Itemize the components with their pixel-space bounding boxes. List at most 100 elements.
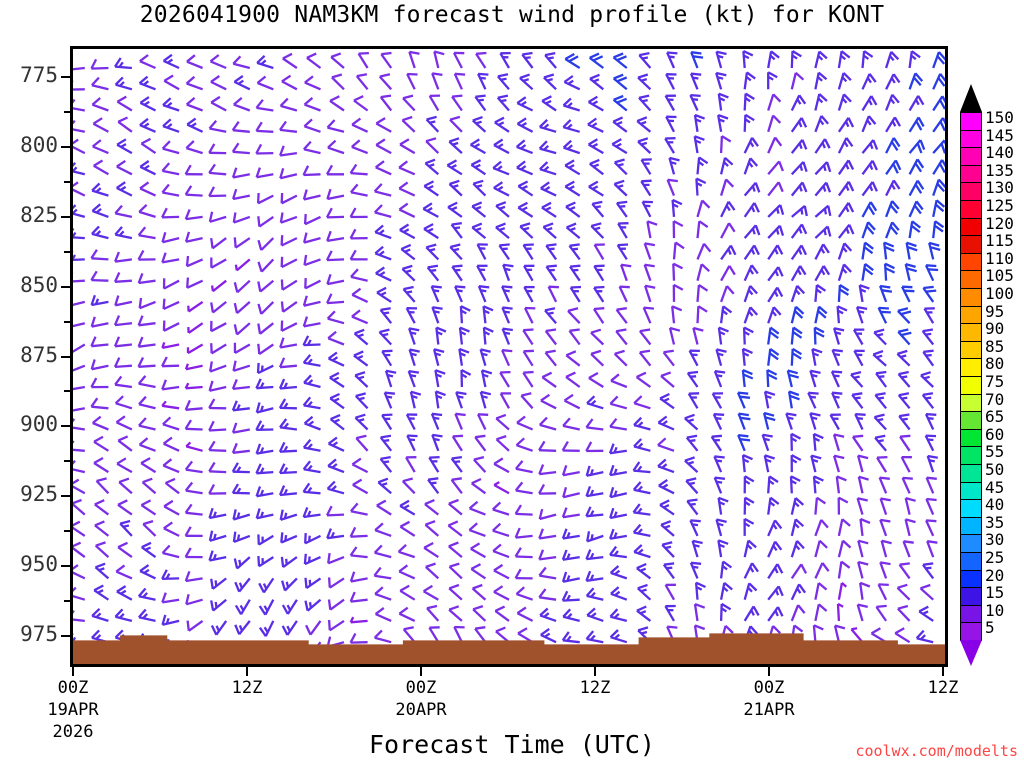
wind-barb <box>280 235 298 247</box>
colorbar-under-arrow <box>960 640 982 666</box>
wind-barb <box>117 435 133 452</box>
wind-barb <box>470 159 487 176</box>
colorbar-segment <box>960 340 982 360</box>
wind-barb <box>814 181 832 197</box>
wind-barb <box>564 52 581 69</box>
wind-barb <box>814 496 827 515</box>
wind-barb <box>717 114 729 132</box>
colorbar-segment <box>960 217 982 237</box>
wind-barb <box>632 523 651 538</box>
wind-barb <box>885 159 902 175</box>
wind-barb <box>331 73 345 91</box>
wind-barb <box>185 97 204 112</box>
wind-barb <box>541 95 557 112</box>
wind-barb <box>402 94 416 112</box>
wind-barb <box>280 577 298 592</box>
wind-barb <box>790 139 808 154</box>
wind-barb <box>661 541 675 558</box>
wind-barb <box>327 577 345 589</box>
wind-barb <box>258 620 275 637</box>
wind-barb <box>161 252 180 264</box>
wind-barb <box>790 604 806 622</box>
wind-barb <box>351 139 369 155</box>
wind-barb <box>114 608 133 623</box>
wind-barb <box>185 255 204 268</box>
y-tick-label: 800 <box>20 132 58 157</box>
wind-barb <box>303 374 321 389</box>
wind-barb <box>114 629 133 644</box>
wind-barb <box>618 285 630 303</box>
wind-barb <box>617 222 629 239</box>
wind-barb <box>255 121 274 133</box>
watermark-link[interactable]: coolwx.com/modelts <box>855 742 1018 760</box>
wind-barb <box>861 73 877 90</box>
wind-barb <box>350 502 368 516</box>
wind-barb <box>351 117 369 133</box>
wind-barb <box>428 455 440 473</box>
wind-barb <box>255 167 274 179</box>
wind-barb <box>494 116 510 133</box>
colorbar-tick-label: 105 <box>985 266 1014 286</box>
wind-barb <box>231 121 250 133</box>
wind-barb <box>281 620 298 636</box>
wind-barb <box>668 156 680 175</box>
wind-barb <box>113 272 132 283</box>
wind-barb <box>790 518 805 537</box>
wind-barb <box>140 499 157 516</box>
wind-barb <box>877 306 891 324</box>
wind-barb <box>302 316 321 328</box>
wind-barb <box>278 398 297 410</box>
wind-barb <box>452 51 465 69</box>
y-tick-mark <box>61 495 70 498</box>
wind-barb <box>521 51 534 69</box>
wind-barb <box>233 342 251 354</box>
wind-barb <box>304 533 322 545</box>
wind-barb <box>408 348 420 367</box>
wind-barb <box>139 54 156 70</box>
wind-barb <box>609 629 628 644</box>
wind-barb <box>689 93 701 111</box>
wind-barb <box>279 120 298 133</box>
wind-barb <box>613 349 628 367</box>
wind-barb <box>632 461 651 474</box>
wind-barb <box>163 521 180 537</box>
wind-barb <box>717 496 729 515</box>
wind-barb <box>351 287 369 303</box>
wind-barb <box>451 94 463 112</box>
wind-barb <box>814 582 828 600</box>
wind-barb <box>586 531 604 543</box>
wind-barb <box>91 182 109 197</box>
wind-barb <box>73 300 86 306</box>
wind-barb <box>585 418 604 431</box>
wind-barb <box>643 263 655 282</box>
wind-barb <box>693 113 706 132</box>
wind-barb <box>210 257 227 269</box>
wind-barb <box>303 254 321 267</box>
wind-barb <box>184 547 203 559</box>
wind-barb <box>278 441 297 453</box>
wind-barb <box>210 95 227 112</box>
wind-barb <box>908 95 925 112</box>
wind-barb <box>767 114 782 133</box>
wind-barb <box>117 116 133 133</box>
wind-barb <box>809 369 821 388</box>
wind-barb <box>430 285 442 303</box>
wind-barb <box>73 204 86 219</box>
wind-barb <box>609 528 627 540</box>
wind-barb <box>208 186 227 198</box>
wind-barb <box>588 180 604 197</box>
wind-barb <box>638 51 652 69</box>
wind-barb <box>161 231 180 244</box>
wind-barb <box>763 390 776 409</box>
wind-barb <box>790 244 808 261</box>
wind-barb <box>73 80 85 91</box>
wind-barb <box>459 305 471 324</box>
wind-barb <box>232 212 251 224</box>
wind-barb <box>379 455 393 473</box>
wind-barb <box>234 599 251 615</box>
wind-barb <box>720 244 737 261</box>
wind-barb <box>590 222 605 239</box>
wind-barb <box>426 264 440 282</box>
wind-barb <box>538 566 557 580</box>
wind-barb <box>690 51 704 69</box>
